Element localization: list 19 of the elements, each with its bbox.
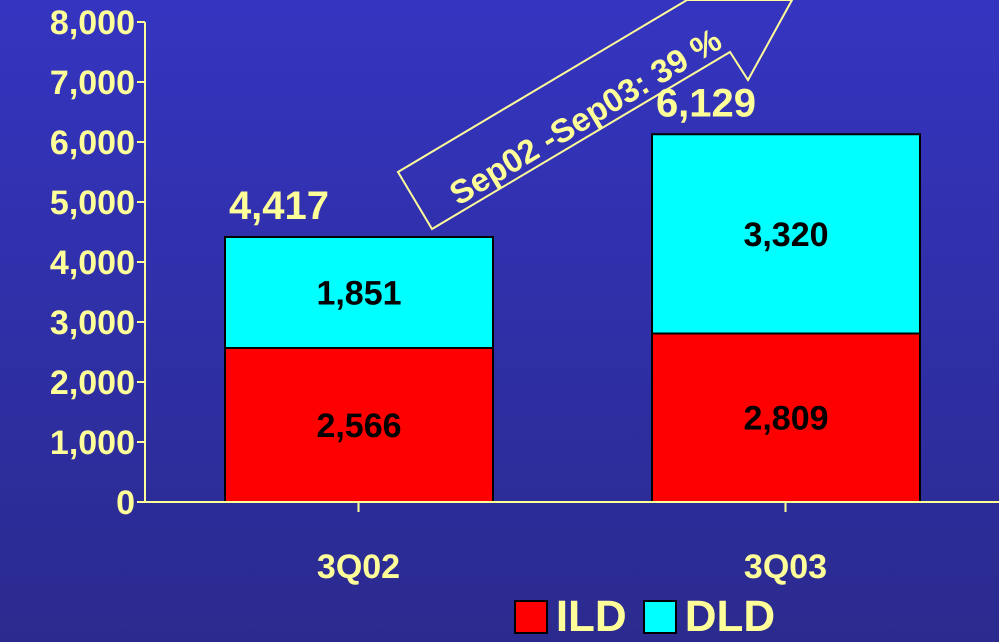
data-label: 1,851 xyxy=(316,274,402,313)
y-tick-label: 7,000 xyxy=(50,64,135,102)
total-label: 4,417 xyxy=(228,184,330,228)
y-tick-label: 6,000 xyxy=(50,124,135,162)
legend-label: DLD xyxy=(684,592,776,642)
y-tick-label: 5,000 xyxy=(50,184,135,222)
y-tick-label: 1,000 xyxy=(50,424,135,462)
x-tick-label: 3Q03 xyxy=(744,548,828,586)
data-label: 2,809 xyxy=(743,400,829,438)
y-tick-label: 2,000 xyxy=(50,364,135,402)
y-tick-label: 3,000 xyxy=(50,304,135,342)
data-label: 2,566 xyxy=(316,407,402,446)
y-tick-label: 8,000 xyxy=(50,4,135,42)
x-tick-label: 3Q02 xyxy=(316,548,400,586)
total-label: 6,129 xyxy=(656,81,756,126)
y-tick-label: 0 xyxy=(116,484,135,522)
data-label: 3,320 xyxy=(743,216,829,254)
y-tick-label: 4,000 xyxy=(50,244,135,282)
legend-label: ILD xyxy=(556,592,627,642)
